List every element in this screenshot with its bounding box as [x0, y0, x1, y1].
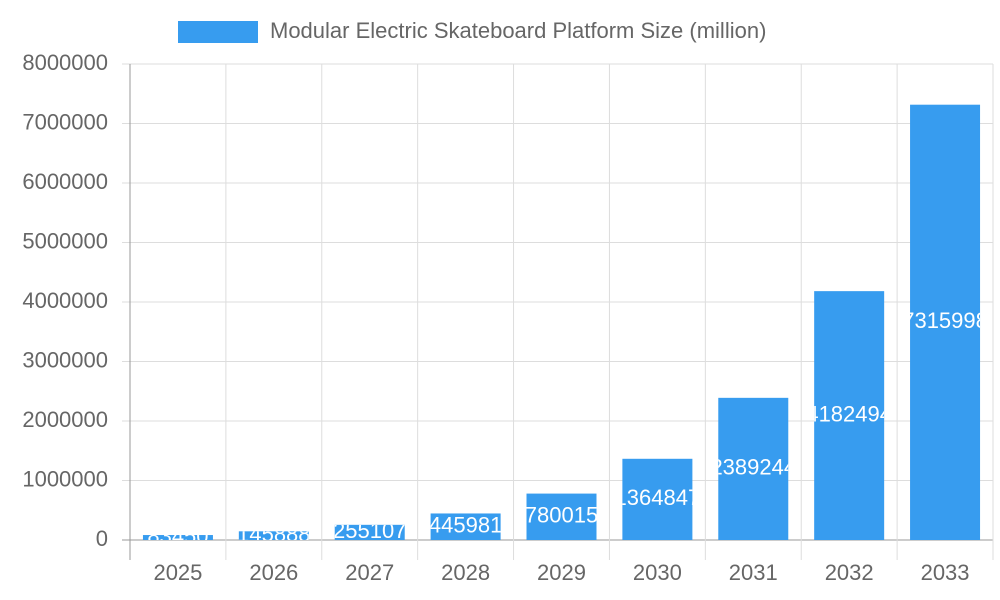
y-tick-label: 6000000 [22, 169, 108, 194]
x-tick-label: 2028 [441, 560, 490, 585]
value-label: 83450 [147, 523, 208, 548]
x-tick-label: 2026 [249, 560, 298, 585]
y-tick-label: 4000000 [22, 288, 108, 313]
y-tick-label: 0 [96, 526, 108, 551]
x-tick-label: 2032 [825, 560, 874, 585]
x-tick-label: 2027 [345, 560, 394, 585]
y-tick-label: 7000000 [22, 109, 108, 134]
value-label: 7315998 [902, 308, 988, 333]
legend-label: Modular Electric Skateboard Platform Siz… [270, 18, 766, 43]
value-label: 1364847 [615, 485, 701, 510]
x-tick-label: 2025 [153, 560, 202, 585]
bar [238, 531, 309, 540]
value-label: 445981 [429, 513, 502, 538]
y-tick-label: 5000000 [22, 228, 108, 253]
y-tick-label: 1000000 [22, 466, 108, 491]
x-tick-label: 2033 [921, 560, 970, 585]
bar [526, 493, 597, 540]
value-label: 780015 [525, 503, 598, 528]
y-tick-label: 8000000 [22, 50, 108, 75]
y-tick-label: 2000000 [22, 407, 108, 432]
x-tick-label: 2031 [729, 560, 778, 585]
bar [430, 513, 501, 540]
bar [334, 524, 405, 540]
value-label: 145888 [237, 521, 310, 546]
value-label: 2389244 [710, 455, 796, 480]
bar [622, 458, 693, 540]
bar [910, 104, 981, 540]
value-label: 255107 [333, 518, 406, 543]
bar [718, 397, 789, 540]
y-tick-label: 3000000 [22, 347, 108, 372]
bar [814, 291, 885, 540]
x-tick-label: 2030 [633, 560, 682, 585]
bar [142, 535, 213, 540]
x-tick-label: 2029 [537, 560, 586, 585]
value-label: 4182494 [806, 401, 892, 426]
legend-swatch [178, 21, 258, 43]
